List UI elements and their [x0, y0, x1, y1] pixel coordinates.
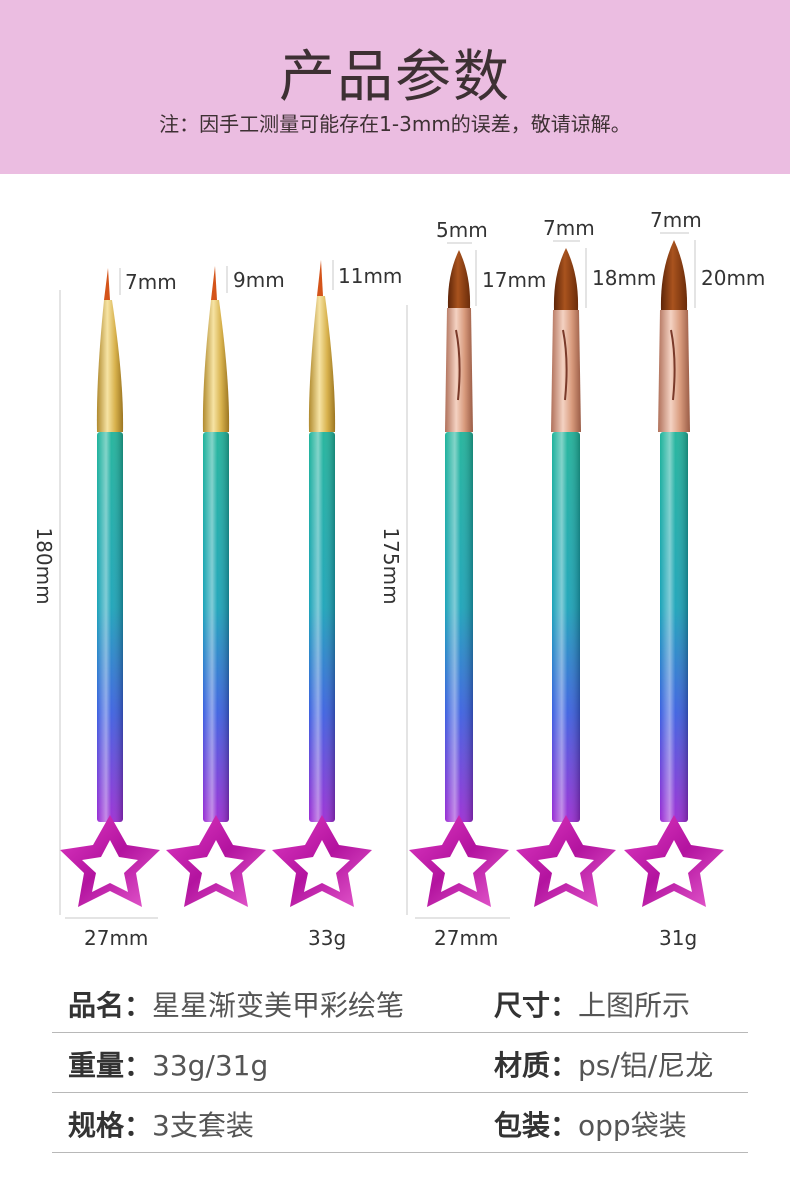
header-banner: 产品参数 注：因手工测量可能存在1-3mm的误差，敬请谅解。 — [0, 0, 790, 174]
liner-brush-1 — [60, 268, 160, 907]
spec-row: 规格：3支套装 包装：opp袋装 — [52, 1092, 748, 1153]
brush-illustration — [59, 232, 724, 919]
spec-weight-value: 33g/31g — [152, 1049, 269, 1082]
acrylic-brush-2 — [516, 248, 616, 907]
spec-set-label: 规格： — [68, 1109, 153, 1142]
tip-width-label: 7mm — [650, 208, 702, 232]
tip-length-label: 7mm — [125, 270, 177, 294]
width-label: 27mm — [434, 926, 499, 950]
spec-weight-label: 重量： — [68, 1049, 153, 1082]
width-label: 27mm — [84, 926, 149, 950]
weight-label: 33g — [308, 926, 347, 950]
dimension-lines — [59, 232, 696, 919]
acrylic-brush-1 — [409, 250, 509, 907]
spec-material-label: 材质： — [494, 1049, 579, 1082]
page-title: 产品参数 — [279, 45, 511, 110]
spec-packaging-label: 包装： — [494, 1109, 579, 1142]
product-image: 7mm 9mm 11mm 5mm 7mm 7mm 17mm 18mm 20mm … — [0, 174, 790, 974]
spec-name-value: 星星渐变美甲彩绘笔 — [152, 989, 405, 1022]
spec-packaging: 包装：opp袋装 — [494, 1104, 687, 1144]
length-label: 175mm — [379, 527, 403, 605]
spec-weight: 重量：33g/31g — [68, 1044, 268, 1084]
spec-name-label: 品名： — [68, 989, 153, 1022]
measurement-note: 注：因手工测量可能存在1-3mm的误差，敬请谅解。 — [159, 112, 631, 136]
spec-size-label: 尺寸： — [494, 989, 579, 1022]
acrylic-brush-3 — [624, 240, 724, 907]
tip-width-label: 5mm — [436, 218, 488, 242]
spec-material-value: ps/铝/尼龙 — [578, 1049, 714, 1082]
spec-material: 材质：ps/铝/尼龙 — [494, 1044, 713, 1084]
liner-brush-2 — [166, 266, 266, 907]
spec-set-value: 3支套装 — [152, 1109, 254, 1142]
tip-length-label: 18mm — [592, 266, 657, 290]
spec-size: 尺寸：上图所示 — [494, 984, 690, 1024]
spec-row: 品名：星星渐变美甲彩绘笔 尺寸：上图所示 — [52, 972, 748, 1033]
tip-length-label: 9mm — [233, 268, 285, 292]
spec-packaging-value: opp袋装 — [578, 1109, 687, 1142]
tip-width-label: 7mm — [543, 216, 595, 240]
spec-name: 品名：星星渐变美甲彩绘笔 — [68, 984, 404, 1024]
spec-size-value: 上图所示 — [578, 989, 691, 1022]
weight-label: 31g — [659, 926, 698, 950]
spec-row: 重量：33g/31g 材质：ps/铝/尼龙 — [52, 1032, 748, 1093]
tip-length-label: 11mm — [338, 264, 403, 288]
length-label: 180mm — [32, 527, 56, 605]
tip-length-label: 17mm — [482, 268, 547, 292]
spec-set: 规格：3支套装 — [68, 1104, 254, 1144]
tip-length-label: 20mm — [701, 266, 766, 290]
liner-brush-3 — [272, 260, 372, 907]
